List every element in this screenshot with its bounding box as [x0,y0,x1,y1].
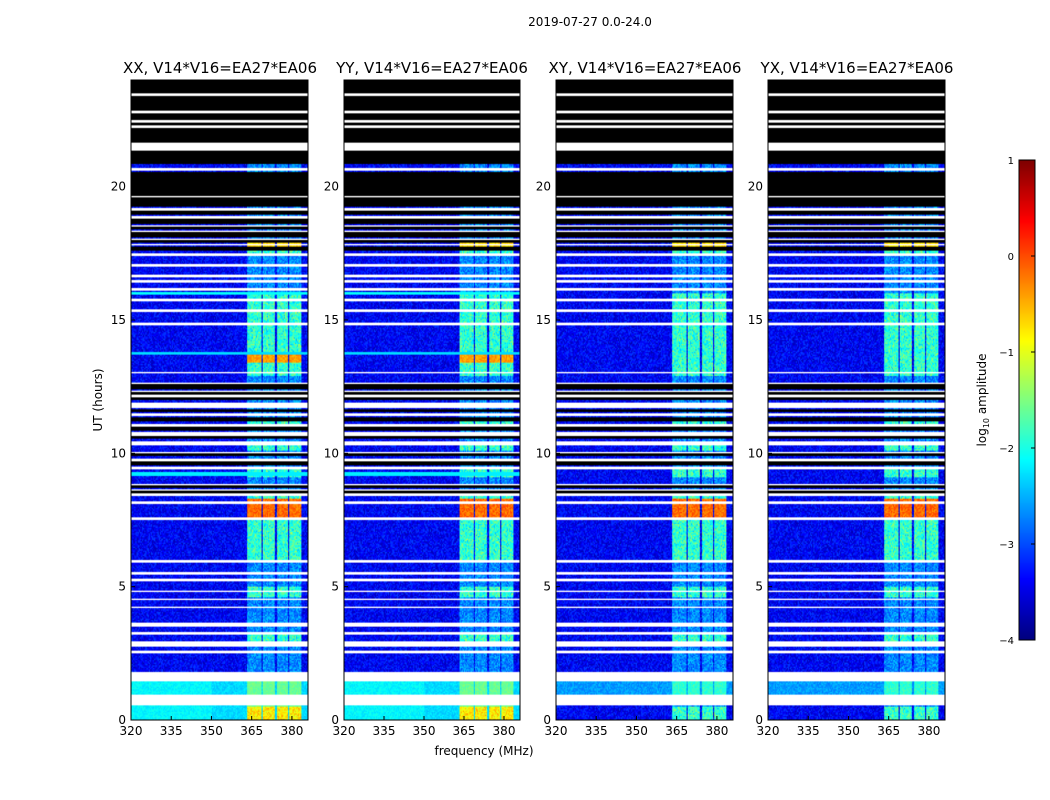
colorbar-tick-label: −2 [999,444,1014,455]
x-tick-label: 365 [665,724,688,738]
x-tick-label: 380 [280,724,303,738]
y-ticks-yx: 0 5 10 15 20 [748,180,772,727]
y-tick-label: 20 [536,180,551,194]
x-tick-label: 320 [545,724,568,738]
colorbar-tick-label: −4 [999,636,1014,647]
colorbar-tick-label: 0 [1008,252,1014,263]
heatmap-image-yy [344,80,520,720]
y-tick-label: 10 [324,446,339,460]
y-ticks-xy: 0 5 10 15 20 [536,180,560,727]
plot-frame-yx [767,79,946,721]
y-ticks-yy: 0 5 10 15 20 [324,180,348,727]
x-tick-label: 335 [585,724,608,738]
x-ticks-yy: 320 335 350 365 380 [333,716,516,738]
y-tick-label: 20 [324,180,339,194]
y-tick-label: 5 [755,580,763,594]
y-tick-label: 10 [536,446,551,460]
y-tick-label: 20 [748,180,763,194]
y-tick-label: 0 [118,713,126,727]
x-tick-label: 380 [705,724,728,738]
y-tick-label: 20 [111,180,126,194]
colorbar-label-subscript: 10 [982,418,991,428]
y-tick-label: 5 [118,580,126,594]
heatmap-image-yx [768,80,945,720]
panel-xx: XX, V14*V16=EA27*EA06 320 335 350 365 380 0 5… [91,59,317,738]
x-tick-label: 320 [120,724,143,738]
x-ticks-xy: 320 335 350 365 380 [545,716,728,738]
y-tick-label: 15 [324,313,339,327]
x-tick-label: 380 [493,724,516,738]
panel-yx: YX, V14*V16=EA27*EA06 320 335 350 365 380 0 5… [748,59,954,738]
y-tick-label: 15 [111,313,126,327]
colorbar: 10−1−2−3−4 log10 amplitude [975,156,1036,647]
x-axis-label: frequency (MHz) [434,744,533,758]
panel-title-xx: XX, V14*V16=EA27*EA06 [123,59,317,77]
y-axis-label: UT (hours) [91,368,105,431]
colorbar-tick-label: 1 [1008,156,1014,167]
plot-frame-xx [130,79,309,721]
x-tick-label: 350 [200,724,223,738]
colorbar-frame [1018,159,1036,641]
x-tick-label: 365 [453,724,476,738]
x-tick-label: 365 [877,724,900,738]
y-tick-label: 15 [536,313,551,327]
plot-frame-xy [555,79,734,721]
colorbar-tick-label: −3 [999,540,1014,551]
y-tick-label: 10 [111,446,126,460]
colorbar-ticks: 1 0 −1 −2 −3 −4 [999,156,1035,647]
colorbar-label-rest: amplitude [975,354,989,418]
suptitle: 2019-07-27 0.0-24.0 [528,15,652,29]
colorbar-label-base: log [975,428,989,446]
panel-xy: XY, V14*V16=EA27*EA06 320 335 350 365 380 0 5… [536,59,742,738]
panel-yy: YY, V14*V16=EA27*EA06 320 335 350 365 380 0 5… [324,59,534,758]
x-ticks-yx: 320 335 350 365 380 [757,716,940,738]
panel-title-yx: YX, V14*V16=EA27*EA06 [760,59,954,77]
heatmap-image-xy [556,80,733,720]
x-tick-label: 335 [160,724,183,738]
plot-frame-yy [343,79,521,721]
y-tick-label: 0 [331,713,339,727]
x-tick-label: 350 [413,724,436,738]
panel-title-yy: YY, V14*V16=EA27*EA06 [335,59,528,77]
y-tick-label: 5 [331,580,339,594]
x-tick-label: 350 [625,724,648,738]
colorbar-tick-label: −1 [999,348,1014,359]
y-tick-label: 10 [748,446,763,460]
panel-title-xy: XY, V14*V16=EA27*EA06 [549,59,742,77]
x-ticks-xx: 320 335 350 365 380 [120,716,303,738]
y-tick-label: 0 [755,713,763,727]
x-tick-label: 320 [333,724,356,738]
x-tick-label: 350 [837,724,860,738]
x-tick-label: 335 [373,724,396,738]
colorbar-gradient [1019,160,1035,640]
x-tick-label: 365 [240,724,263,738]
y-tick-label: 0 [543,713,551,727]
x-tick-label: 335 [797,724,820,738]
y-ticks-xx: 0 5 10 15 20 [111,180,135,727]
x-tick-label: 380 [917,724,940,738]
y-tick-label: 5 [543,580,551,594]
y-tick-label: 15 [748,313,763,327]
colorbar-label: log10 amplitude [975,354,991,447]
heatmap-image-xx [131,80,308,720]
x-tick-label: 320 [757,724,780,738]
